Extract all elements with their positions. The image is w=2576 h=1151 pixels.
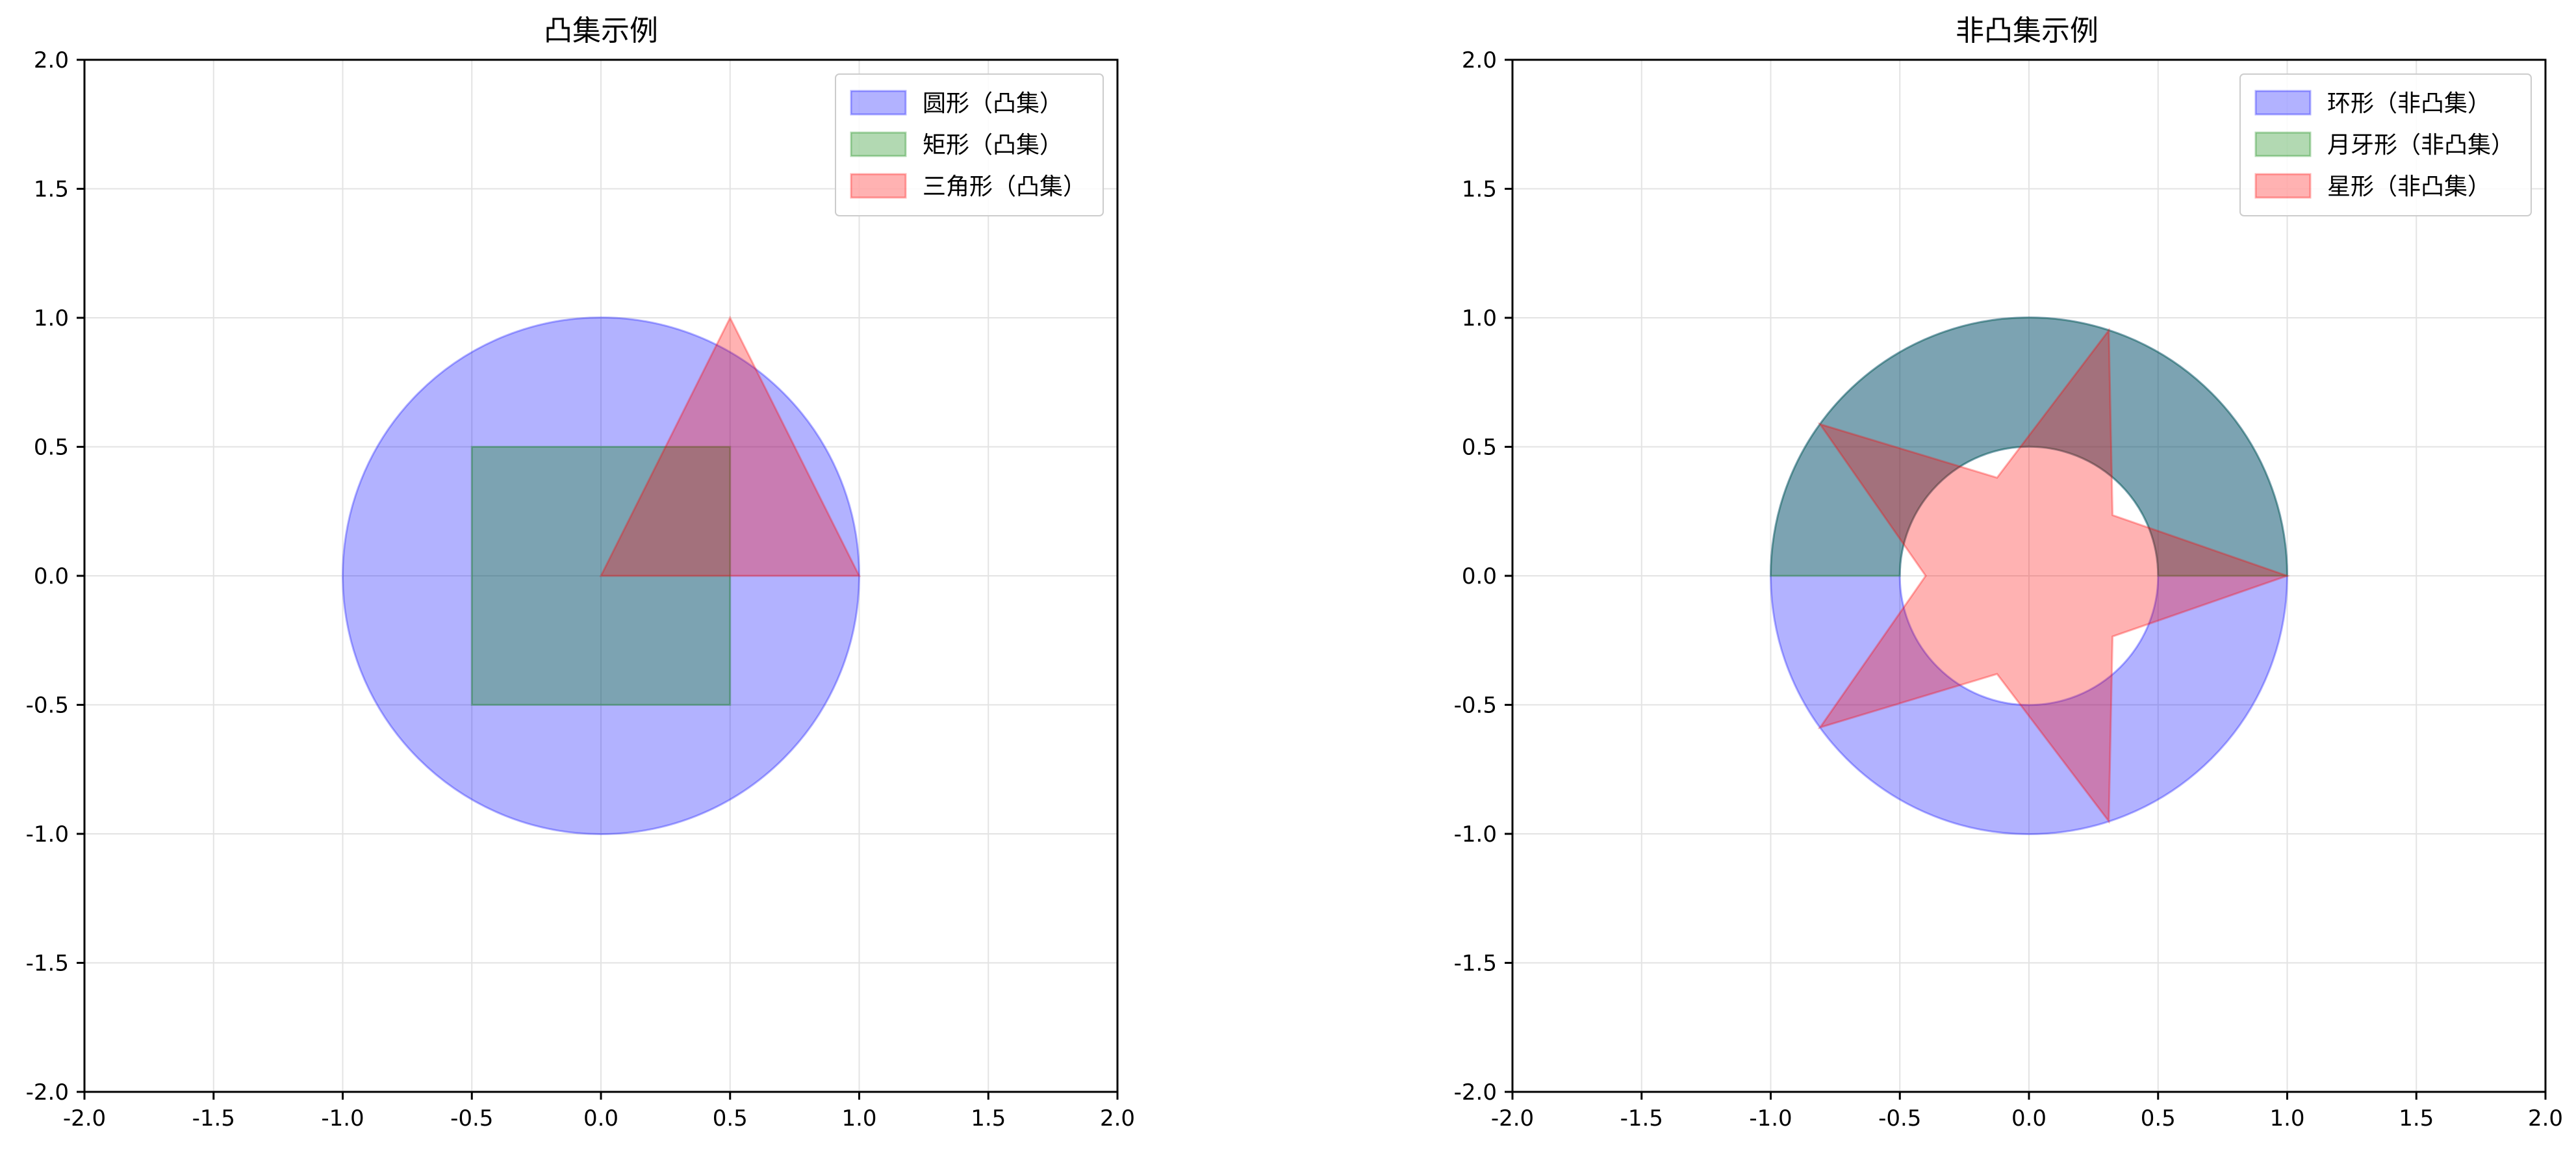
legend-swatch	[850, 131, 907, 157]
data-layer	[341, 315, 861, 835]
y-tick-label: -0.5	[1454, 693, 1497, 719]
shape-annulus	[1769, 317, 2289, 835]
chart-panel-nonconvex: 非凸集示例 -2.0 -1.5 -1.0 -0.5 0.0 0.5 1.0 1.5 2.0-2.…	[1454, 14, 2563, 1132]
x-tick-label: -1.5	[1620, 1106, 1663, 1132]
y-tick-label: 1.0	[34, 305, 69, 331]
legend-box	[2239, 73, 2532, 216]
legend-swatch	[2254, 173, 2312, 199]
x-tick-label: -0.5	[1878, 1106, 1921, 1132]
data-layer	[1769, 317, 2291, 835]
legend-swatch	[2254, 131, 2312, 157]
y-tick-label: 1.5	[34, 177, 69, 203]
y-tick-label: -1.0	[1454, 821, 1497, 847]
x-tick-label: 0.0	[583, 1106, 618, 1132]
legend-swatch	[2254, 90, 2312, 116]
shape-circle	[341, 317, 861, 835]
axis-ticks: -2.0 -1.5 -1.0 -0.5 0.0 0.5 1.0 1.5 2.0 -2.0 -1.5 -…	[1454, 47, 2563, 1132]
y-tick-label: -1.5	[1454, 951, 1497, 977]
legend: 环形（非凸集） 月牙形（非凸集） 星形（非凸集）	[2239, 73, 2532, 216]
x-tick-label: 0.0	[2011, 1106, 2047, 1132]
legend-label: 环形（非凸集）	[2327, 90, 2491, 117]
legend-box	[834, 73, 1104, 216]
legend-label: 矩形（凸集）	[923, 132, 1063, 159]
chart-title: 非凸集示例	[1956, 14, 2098, 47]
y-tick-label: -2.0	[1454, 1080, 1497, 1106]
legend-entry: 月牙形（非凸集）	[2254, 131, 2514, 159]
legend-entry: 环形（非凸集）	[2254, 90, 2491, 117]
axis-ticks: -2.0 -1.5 -1.0 -0.5 0.0 0.5 1.0 1.5 2.0 -2.0 -1.5 -…	[26, 47, 1135, 1132]
y-tick-label: 0.5	[1462, 435, 1497, 461]
legend-swatch	[850, 173, 907, 199]
x-tick-label: -2.0	[63, 1106, 106, 1132]
x-tick-label: 1.5	[2399, 1106, 2434, 1132]
y-tick-label: 0.5	[34, 435, 69, 461]
legend-label: 星形（非凸集）	[2327, 174, 2491, 200]
y-tick-label: 2.0	[34, 47, 69, 73]
y-tick-label: 1.5	[1462, 177, 1497, 203]
x-tick-label: 1.0	[2269, 1106, 2304, 1132]
x-tick-label: 0.5	[713, 1106, 748, 1132]
legend-entry: 星形（非凸集）	[2254, 173, 2491, 200]
y-tick-label: -0.5	[26, 693, 69, 719]
x-tick-label: 1.0	[841, 1106, 876, 1132]
legend-label: 圆形（凸集）	[923, 90, 1063, 117]
x-tick-label: 2.0	[1100, 1106, 1135, 1132]
x-tick-label: 1.5	[971, 1106, 1006, 1132]
legend: 圆形（凸集） 矩形（凸集） 三角形（凸集）	[834, 73, 1104, 216]
legend-swatch	[850, 90, 907, 116]
y-tick-label: -1.0	[26, 821, 69, 847]
x-tick-label: -1.0	[321, 1106, 364, 1132]
legend-label: 月牙形（非凸集）	[2327, 132, 2514, 159]
legend-label: 三角形（凸集）	[923, 174, 1086, 200]
x-tick-label: -1.0	[1749, 1106, 1792, 1132]
shape-polygon	[599, 315, 861, 577]
y-tick-label: 0.0	[34, 563, 69, 589]
shape-upper-half-annulus	[1769, 317, 2289, 577]
chart-panel-convex: 凸集示例 -2.0 -1.5 -1.0 -0.5 0.0 0.5 1.0 1.5 2.0-2.0…	[26, 14, 1135, 1132]
y-tick-label: -1.5	[26, 951, 69, 977]
shape-polygon	[470, 446, 732, 706]
x-tick-label: -2.0	[1491, 1106, 1534, 1132]
legend-entry: 三角形（凸集）	[850, 173, 1086, 200]
shape-star	[1817, 328, 2291, 824]
y-tick-label: 1.0	[1462, 305, 1497, 331]
legend-entry: 矩形（凸集）	[850, 131, 1063, 159]
chart-title: 凸集示例	[544, 14, 658, 47]
x-tick-label: -0.5	[450, 1106, 493, 1132]
y-tick-label: 0.0	[1462, 563, 1497, 589]
x-tick-label: -1.5	[192, 1106, 235, 1132]
x-tick-label: 2.0	[2528, 1106, 2563, 1132]
x-tick-label: 0.5	[2141, 1106, 2176, 1132]
legend-entry: 圆形（凸集）	[850, 90, 1063, 117]
y-tick-label: -2.0	[26, 1080, 69, 1106]
y-tick-label: 2.0	[1462, 47, 1497, 73]
